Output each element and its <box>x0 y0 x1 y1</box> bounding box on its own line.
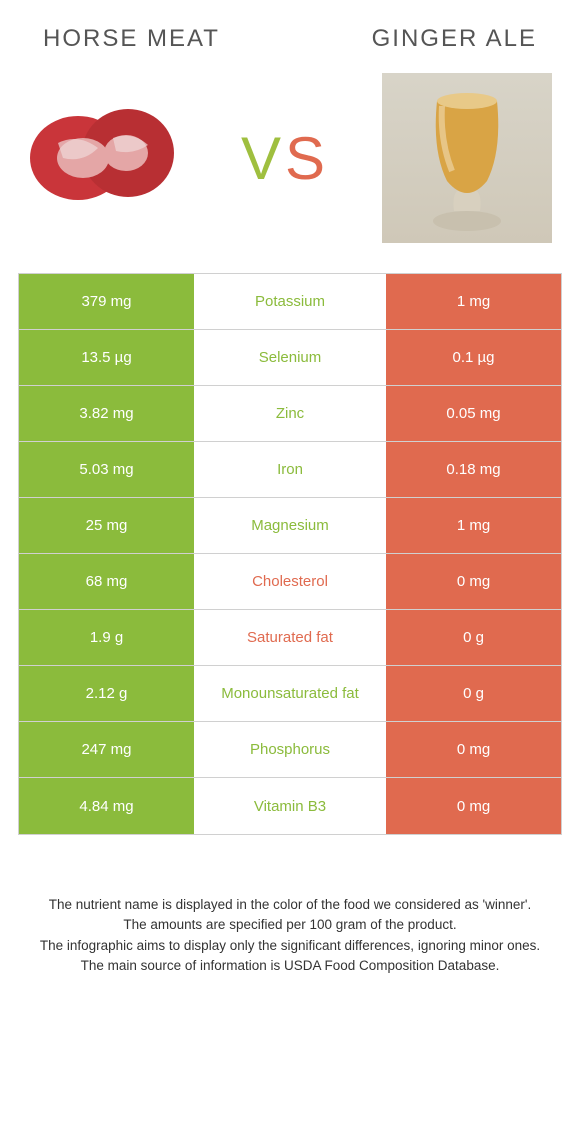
value-left: 25 mg <box>19 498 194 553</box>
value-left: 379 mg <box>19 274 194 329</box>
value-left: 4.84 mg <box>19 778 194 834</box>
nutrition-table: 379 mgPotassium1 mg13.5 µgSelenium0.1 µg… <box>18 273 562 835</box>
food-left-title: Horse meat <box>43 25 220 53</box>
nutrient-label: Saturated fat <box>194 610 386 665</box>
title-row: Horse meat Ginger ale <box>18 25 562 73</box>
vs-s-letter: S <box>285 125 329 192</box>
vs-label: VS <box>241 124 329 193</box>
value-right: 1 mg <box>386 274 561 329</box>
nutrient-label: Monounsaturated fat <box>194 666 386 721</box>
nutrient-label: Vitamin B3 <box>194 778 386 834</box>
footer-line-2: The amounts are specified per 100 gram o… <box>38 915 542 935</box>
footer-line-1: The nutrient name is displayed in the co… <box>38 895 542 915</box>
table-row: 5.03 mgIron0.18 mg <box>19 442 561 498</box>
value-left: 247 mg <box>19 722 194 777</box>
vs-row: VS <box>18 73 562 273</box>
table-row: 4.84 mgVitamin B30 mg <box>19 778 561 834</box>
nutrient-label: Iron <box>194 442 386 497</box>
value-right: 0 g <box>386 610 561 665</box>
nutrient-label: Zinc <box>194 386 386 441</box>
food-right-image <box>382 73 552 243</box>
table-row: 2.12 gMonounsaturated fat0 g <box>19 666 561 722</box>
nutrient-label: Potassium <box>194 274 386 329</box>
value-left: 13.5 µg <box>19 330 194 385</box>
table-row: 379 mgPotassium1 mg <box>19 274 561 330</box>
table-row: 247 mgPhosphorus0 mg <box>19 722 561 778</box>
value-right: 0.05 mg <box>386 386 561 441</box>
nutrient-label: Selenium <box>194 330 386 385</box>
footer-line-4: The main source of information is USDA F… <box>38 956 542 976</box>
value-right: 0.1 µg <box>386 330 561 385</box>
table-row: 1.9 gSaturated fat0 g <box>19 610 561 666</box>
vs-v-letter: V <box>241 125 285 192</box>
nutrient-label: Magnesium <box>194 498 386 553</box>
value-left: 5.03 mg <box>19 442 194 497</box>
value-right: 0 g <box>386 666 561 721</box>
value-left: 3.82 mg <box>19 386 194 441</box>
footer-line-3: The infographic aims to display only the… <box>38 936 542 956</box>
value-left: 68 mg <box>19 554 194 609</box>
value-right: 0 mg <box>386 778 561 834</box>
value-right: 1 mg <box>386 498 561 553</box>
food-left-image <box>18 73 188 243</box>
value-left: 1.9 g <box>19 610 194 665</box>
value-right: 0.18 mg <box>386 442 561 497</box>
table-row: 25 mgMagnesium1 mg <box>19 498 561 554</box>
value-left: 2.12 g <box>19 666 194 721</box>
table-row: 13.5 µgSelenium0.1 µg <box>19 330 561 386</box>
value-right: 0 mg <box>386 722 561 777</box>
table-row: 68 mgCholesterol0 mg <box>19 554 561 610</box>
value-right: 0 mg <box>386 554 561 609</box>
table-row: 3.82 mgZinc0.05 mg <box>19 386 561 442</box>
nutrient-label: Cholesterol <box>194 554 386 609</box>
food-right-title: Ginger ale <box>372 25 537 53</box>
nutrient-label: Phosphorus <box>194 722 386 777</box>
footer-notes: The nutrient name is displayed in the co… <box>18 835 562 976</box>
